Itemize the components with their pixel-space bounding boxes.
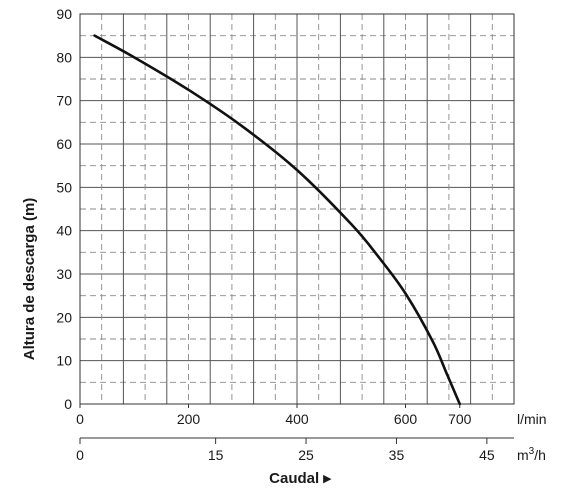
x-tick-label-secondary: 25 (298, 447, 314, 463)
y-tick-label: 90 (56, 6, 72, 22)
x-tick-labels-secondary: 0 15 25 35 45 (76, 438, 495, 463)
x-tick-label-primary: 700 (448, 411, 472, 427)
y-tick-label: 20 (56, 309, 72, 325)
y-tick-labels: 0 10 20 30 40 50 60 70 80 90 (56, 6, 72, 412)
y-tick-label: 70 (56, 93, 72, 109)
y-tick-label: 40 (56, 223, 72, 239)
x-axis-title: Caudal ▸ (269, 470, 332, 487)
x-tick-label-primary: 600 (394, 411, 418, 427)
x-tick-labels-primary: 0 200 400 600 700 (76, 404, 472, 427)
x-tick-label-secondary: 0 (76, 447, 84, 463)
grid (80, 14, 514, 404)
y-axis-title: Altura de descarga (m) (21, 198, 38, 361)
y-tick-label: 80 (56, 49, 72, 65)
y-tick-label: 10 (56, 353, 72, 369)
x-unit-secondary: m3/h (517, 446, 546, 463)
x-tick-label-secondary: 15 (208, 447, 224, 463)
y-tick-label: 0 (64, 396, 72, 412)
y-tick-label: 30 (56, 266, 72, 282)
series-layer (93, 34, 462, 406)
y-tick-label: 60 (56, 136, 72, 152)
x-tick-label-primary: 400 (285, 411, 309, 427)
series-line (93, 34, 462, 406)
y-tick-label: 50 (56, 179, 72, 195)
x-tick-label-primary: 200 (177, 411, 201, 427)
x-tick-label-primary: 0 (76, 411, 84, 427)
x-unit-primary: l/min (517, 411, 547, 427)
x-tick-label-secondary: 35 (389, 447, 405, 463)
x-tick-label-secondary: 45 (479, 447, 495, 463)
